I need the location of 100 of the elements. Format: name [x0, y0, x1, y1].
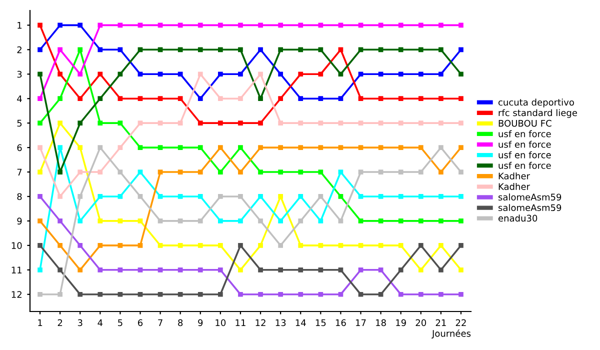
- point: [118, 96, 123, 102]
- point: [218, 22, 223, 28]
- point: [358, 292, 364, 297]
- x-tick-label: 3: [78, 319, 82, 326]
- point: [38, 145, 42, 150]
- point: [158, 218, 163, 224]
- point: [258, 267, 263, 272]
- point: [438, 267, 444, 272]
- point: [278, 22, 283, 28]
- x-tick-label: 4: [98, 319, 103, 326]
- point: [418, 22, 424, 28]
- point: [38, 96, 42, 102]
- point: [58, 120, 62, 126]
- point: [278, 218, 283, 224]
- point: [38, 218, 42, 224]
- point: [118, 267, 123, 272]
- point: [338, 218, 344, 224]
- point: [358, 72, 364, 77]
- point: [98, 145, 103, 150]
- point: [138, 267, 143, 272]
- point: [458, 120, 464, 126]
- legend-label: usf en force: [498, 151, 551, 158]
- point: [178, 22, 183, 28]
- point: [318, 194, 324, 199]
- point: [118, 292, 123, 297]
- point: [238, 120, 243, 126]
- x-tick-label: 11: [236, 319, 246, 326]
- x-tick-label: 10: [216, 319, 226, 326]
- point: [158, 96, 163, 102]
- y-tick-label: 4: [17, 95, 22, 102]
- legend-label: usf en force: [498, 140, 551, 148]
- point: [458, 194, 464, 199]
- point: [138, 292, 143, 297]
- point: [258, 292, 263, 297]
- point: [338, 292, 344, 297]
- point: [238, 22, 243, 28]
- point: [158, 72, 163, 77]
- point: [338, 47, 344, 52]
- point: [438, 292, 444, 297]
- point: [378, 72, 384, 77]
- point: [258, 145, 263, 150]
- point: [358, 218, 364, 224]
- point: [78, 72, 83, 77]
- point: [418, 267, 424, 272]
- point: [458, 170, 464, 174]
- x-tick-label: 13: [276, 319, 286, 326]
- y-tick-label: 1: [18, 22, 22, 29]
- point: [78, 292, 83, 297]
- legend-label: Kadher: [498, 182, 530, 190]
- point: [258, 170, 263, 174]
- point: [318, 96, 324, 102]
- point: [78, 218, 83, 224]
- point: [438, 96, 444, 102]
- point: [278, 267, 283, 272]
- point: [338, 120, 344, 126]
- point: [158, 194, 163, 199]
- point: [138, 242, 143, 248]
- point: [258, 242, 263, 248]
- point: [158, 267, 163, 272]
- point: [358, 120, 364, 126]
- x-tick-label: 20: [416, 319, 426, 326]
- point: [338, 194, 344, 199]
- point: [218, 194, 223, 199]
- point: [298, 218, 304, 224]
- y-tick-label: 8: [17, 193, 22, 200]
- point: [278, 242, 283, 248]
- point: [258, 194, 263, 199]
- point: [378, 170, 384, 174]
- point: [98, 22, 103, 28]
- point: [138, 47, 143, 52]
- point: [358, 22, 364, 28]
- point: [78, 170, 83, 174]
- point: [398, 292, 404, 297]
- point: [38, 242, 42, 248]
- point: [318, 120, 324, 126]
- point: [258, 47, 263, 52]
- point: [438, 194, 444, 199]
- point: [338, 242, 344, 248]
- point: [398, 96, 404, 102]
- point: [398, 242, 404, 248]
- point: [158, 242, 163, 248]
- x-tick-label: 8: [178, 319, 183, 326]
- point: [298, 194, 304, 199]
- point: [398, 72, 404, 77]
- point: [378, 267, 384, 272]
- point: [378, 96, 384, 102]
- legend-label: Kadher: [498, 172, 530, 180]
- point: [398, 145, 404, 150]
- point: [318, 218, 324, 224]
- point: [438, 47, 444, 52]
- point: [78, 47, 83, 52]
- point: [38, 194, 42, 199]
- y-tick-label: 5: [17, 120, 22, 127]
- point: [58, 242, 62, 248]
- point: [98, 292, 103, 297]
- x-tick-label: 9: [198, 319, 203, 326]
- point: [298, 96, 304, 102]
- point: [238, 267, 243, 272]
- point: [238, 72, 243, 77]
- point: [38, 267, 42, 272]
